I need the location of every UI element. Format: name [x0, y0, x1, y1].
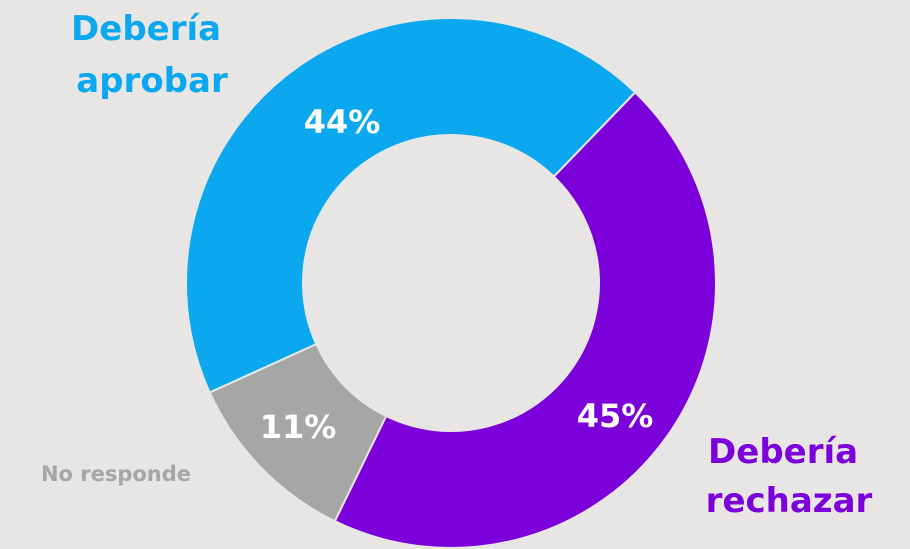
category-label-rechazar-line-2: rechazar — [706, 481, 873, 521]
donut-slices — [185, 17, 717, 549]
category-label-aprobar-line-2: aprobar — [76, 61, 228, 101]
value-label-aprobar: 44% — [304, 103, 381, 141]
category-label-aprobar-line-1: Debería — [71, 9, 221, 49]
slice-rechazar — [333, 90, 717, 549]
category-label-rechazar-line-1: Debería — [708, 432, 858, 472]
value-label-no-responde: 11% — [260, 408, 337, 446]
category-label-aprobar: Debería aprobar — [71, 9, 233, 101]
value-label-rechazar: 45% — [577, 397, 654, 435]
category-label-no-responde: No responde — [41, 462, 191, 486]
slice-aprobar — [185, 17, 637, 394]
category-label-no-responde-line-1: No responde — [41, 462, 191, 486]
category-label-rechazar: Debería rechazar — [706, 432, 873, 521]
